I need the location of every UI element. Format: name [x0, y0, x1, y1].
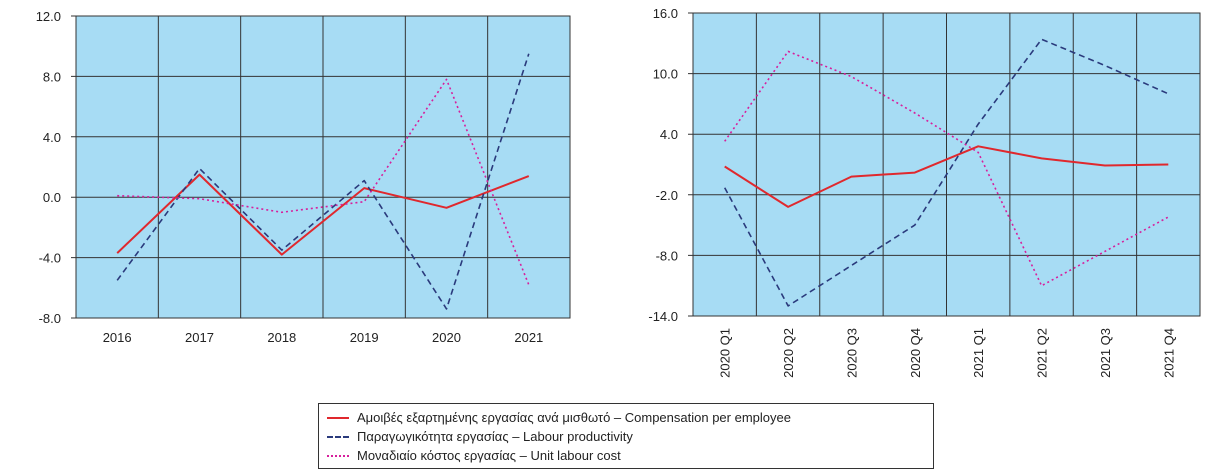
chart2-y-tick-label: -2.0 — [656, 188, 678, 203]
chart2-x-tick-label: 2020 Q4 — [908, 328, 923, 378]
chart2-x-tick-label: 2021 Q1 — [971, 328, 986, 378]
chart2-x-tick-label: 2020 Q1 — [718, 328, 733, 378]
chart2-y-tick-label: 10.0 — [653, 67, 678, 82]
legend-label-compensation: Αμοιβές εξαρτημένης εργασίας ανά μισθωτό… — [357, 410, 791, 425]
chart2-x-tick-label: 2021 Q2 — [1035, 328, 1050, 378]
chart1-x-tick-label: 2019 — [350, 330, 379, 345]
legend-swatch-compensation — [327, 417, 349, 419]
chart1-y-tick-label: -4.0 — [39, 251, 61, 266]
chart1-x-tick-label: 2020 — [432, 330, 461, 345]
legend-item-compensation: Αμοιβές εξαρτημένης εργασίας ανά μισθωτό… — [327, 408, 925, 427]
chart2-x-tick-label: 2020 Q2 — [781, 328, 796, 378]
chart1-y-tick-label: 4.0 — [43, 130, 61, 145]
chart2-y-tick-label: 16.0 — [653, 6, 678, 21]
legend: Αμοιβές εξαρτημένης εργασίας ανά μισθωτό… — [318, 403, 934, 469]
legend-swatch-productivity — [327, 436, 349, 438]
legend-swatch-unit-labour-cost — [327, 455, 349, 457]
chart1-y-tick-label: 0.0 — [43, 190, 61, 205]
chart2-y-tick-label: -8.0 — [656, 248, 678, 263]
chart1-y-tick-label: 8.0 — [43, 69, 61, 84]
chart1-y-tick-label: -8.0 — [39, 311, 61, 326]
legend-item-productivity: Παραγωγικότητα εργασίας – Labour product… — [327, 427, 925, 446]
chart2-x-tick-label: 2021 Q4 — [1161, 328, 1176, 378]
chart1-x-tick-label: 2018 — [267, 330, 296, 345]
chart1-x-tick-label: 2021 — [514, 330, 543, 345]
legend-label-unit-labour-cost: Μοναδιαίο κόστος εργασίας – Unit labour … — [357, 448, 621, 463]
chart1-y-tick-label: 12.0 — [36, 9, 61, 24]
chart1-x-tick-label: 2017 — [185, 330, 214, 345]
chart2-x-tick-label: 2020 Q3 — [844, 328, 859, 378]
chart2-y-tick-label: 4.0 — [660, 127, 678, 142]
legend-label-productivity: Παραγωγικότητα εργασίας – Labour product… — [357, 429, 633, 444]
chart1-x-tick-label: 2016 — [103, 330, 132, 345]
chart2-y-tick-label: -14.0 — [648, 309, 678, 324]
legend-item-unit-labour-cost: Μοναδιαίο κόστος εργασίας – Unit labour … — [327, 446, 925, 465]
chart2-x-tick-label: 2021 Q3 — [1098, 328, 1113, 378]
